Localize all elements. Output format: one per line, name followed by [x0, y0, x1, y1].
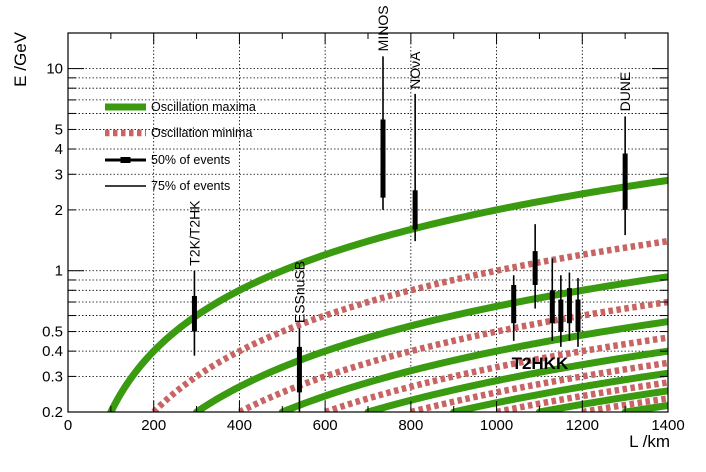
- x-tick-label: 0: [64, 417, 72, 434]
- x-tick-label: 1000: [480, 417, 513, 434]
- experiments-layer: T2K/T2HK ESSnuSB MINOS NOνA DUNE T2HKK: [186, 5, 633, 412]
- legend: Oscillation maxima Oscillation minima 50% …: [105, 100, 256, 193]
- x-tick-label: 600: [313, 417, 338, 434]
- x-tick-label: 1200: [566, 417, 599, 434]
- experiment-label: MINOS: [375, 5, 391, 51]
- experiment-label: NOνA: [407, 51, 423, 89]
- legend-label: Oscillation minima: [151, 126, 252, 140]
- oscillation-minimum-curve: [410, 359, 668, 412]
- oscillation-maximum-curve: [450, 369, 668, 412]
- experiment-label: ESSnuSB: [291, 261, 307, 323]
- experiment-label: T2K/T2HK: [186, 200, 202, 266]
- group-label: T2HKK: [512, 354, 569, 373]
- y-tick-label: 10: [46, 61, 63, 78]
- oscillation-maximum-curve: [535, 387, 668, 412]
- experiment-label: DUNE: [617, 72, 633, 112]
- y-tick-label: 1: [55, 263, 63, 280]
- oscillation-minimum-curve: [151, 237, 668, 412]
- legend-50pct-marker: [120, 157, 131, 163]
- legend-label: 75% of events: [151, 179, 230, 193]
- y-tick-label: 2: [55, 202, 63, 219]
- x-tick-label: 1400: [651, 417, 684, 434]
- legend-label: Oscillation maxima: [151, 100, 256, 114]
- x-tick-label: 800: [398, 417, 423, 434]
- x-tick-label: 200: [141, 417, 166, 434]
- y-tick-label: 0.4: [42, 343, 63, 360]
- y-tick-label: 4: [55, 141, 63, 158]
- oscillation-maximum-curve: [193, 273, 668, 412]
- y-tick-label: 0.5: [42, 324, 63, 341]
- oscillation-minimum-curve: [237, 298, 668, 412]
- y-tick-label: 5: [55, 121, 63, 138]
- curves-layer: [107, 176, 668, 412]
- oscillation-minimum-curve: [324, 334, 668, 412]
- oscillation-minimum-curve: [581, 395, 668, 412]
- y-tick-label: 3: [55, 166, 63, 183]
- ticks-layer: 0 200 400 600 800 1000 1200 1400 0.2 0.3 0.4 0.5 1 2 3…: [42, 33, 685, 434]
- legend-label: 50% of events: [151, 153, 230, 167]
- oscillation-maximum-curve: [621, 401, 668, 412]
- oscillation-maximum-curve: [107, 176, 668, 412]
- y-tick-label: 0.3: [42, 368, 63, 385]
- oscillation-minimum-curve: [495, 379, 668, 412]
- x-tick-label: 400: [227, 417, 252, 434]
- oscillation-maximum-curve: [364, 347, 668, 412]
- oscillation-maximum-curve: [278, 318, 668, 412]
- x-axis-title: L /km: [629, 432, 670, 451]
- y-axis-title: E /GeV: [11, 31, 30, 86]
- y-tick-label: 0.2: [42, 404, 63, 421]
